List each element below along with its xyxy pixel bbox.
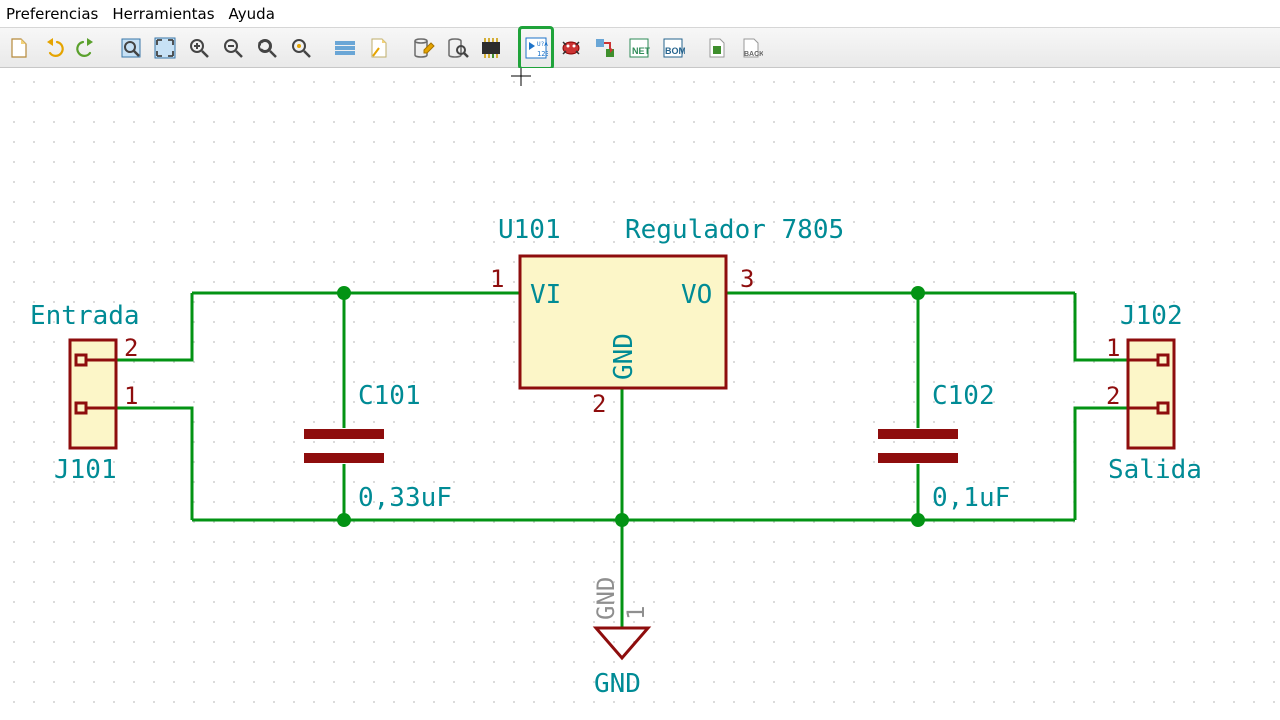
- svg-text:0,33uF: 0,33uF: [358, 483, 452, 513]
- svg-text:Salida: Salida: [1108, 455, 1202, 485]
- svg-text:1: 1: [490, 265, 504, 293]
- leave-sheet-icon[interactable]: [364, 33, 394, 63]
- svg-text:C101: C101: [358, 381, 421, 411]
- svg-text:C102: C102: [932, 381, 995, 411]
- svg-text:U101: U101: [498, 215, 561, 245]
- svg-text:J102: J102: [1120, 301, 1183, 331]
- redo-icon[interactable]: [72, 33, 102, 63]
- svg-text:0,1uF: 0,1uF: [932, 483, 1010, 513]
- svg-text:123: 123: [537, 50, 548, 58]
- svg-text:GND: GND: [594, 669, 641, 699]
- svg-text:2: 2: [592, 390, 606, 418]
- library-browser-icon[interactable]: [442, 33, 472, 63]
- menu-ayuda[interactable]: Ayuda: [229, 5, 275, 23]
- svg-text:NET: NET: [632, 46, 651, 56]
- footprint-icon[interactable]: [476, 33, 506, 63]
- library-editor-icon[interactable]: [408, 33, 438, 63]
- zoom-tool-icon[interactable]: [286, 33, 316, 63]
- pcbnew-icon[interactable]: [702, 33, 732, 63]
- erc-icon[interactable]: [556, 33, 586, 63]
- schematic-canvas[interactable]: U101Regulador 7805VIVO132GNDC1010,33uFC1…: [0, 68, 1280, 720]
- new-file-icon[interactable]: [4, 33, 34, 63]
- menubar: Preferencias Herramientas Ayuda: [0, 0, 1280, 28]
- menu-herramientas[interactable]: Herramientas: [112, 5, 214, 23]
- svg-text:GND: GND: [592, 577, 620, 620]
- annotate-icon[interactable]: U?A 123: [520, 28, 552, 68]
- hierarchy-icon[interactable]: [330, 33, 360, 63]
- zoom-in-icon[interactable]: [184, 33, 214, 63]
- zoom-out-icon[interactable]: [218, 33, 248, 63]
- svg-text:J101: J101: [54, 455, 117, 485]
- netlist-icon[interactable]: NET: [624, 33, 654, 63]
- svg-text:VO: VO: [681, 280, 712, 310]
- svg-text:U?A: U?A: [537, 41, 548, 48]
- svg-text:1: 1: [622, 606, 650, 620]
- bom-icon[interactable]: BOM: [658, 33, 688, 63]
- zoom-fit-icon[interactable]: [150, 33, 180, 63]
- undo-icon[interactable]: [38, 33, 68, 63]
- schematic-drawing: U101Regulador 7805VIVO132GNDC1010,33uFC1…: [0, 68, 1280, 720]
- svg-text:GND: GND: [609, 333, 639, 380]
- menu-preferencias[interactable]: Preferencias: [6, 5, 98, 23]
- svg-text:2: 2: [124, 334, 138, 362]
- svg-text:1: 1: [1106, 334, 1120, 362]
- svg-text:1: 1: [124, 382, 138, 410]
- back-import-icon[interactable]: BACK: [736, 33, 766, 63]
- svg-text:Regulador 7805: Regulador 7805: [625, 215, 844, 245]
- svg-text:3: 3: [740, 265, 754, 293]
- zoom-window-icon[interactable]: [116, 33, 146, 63]
- toolbar: U?A123NETBOMBACK Anotar componentes del …: [0, 28, 1280, 68]
- cvpcb-icon[interactable]: [590, 33, 620, 63]
- svg-text:Entrada: Entrada: [30, 301, 140, 331]
- svg-text:2: 2: [1106, 382, 1120, 410]
- svg-text:BOM: BOM: [665, 46, 685, 56]
- zoom-redo-icon[interactable]: [252, 33, 282, 63]
- svg-text:BACK: BACK: [744, 51, 763, 58]
- svg-text:VI: VI: [530, 280, 561, 310]
